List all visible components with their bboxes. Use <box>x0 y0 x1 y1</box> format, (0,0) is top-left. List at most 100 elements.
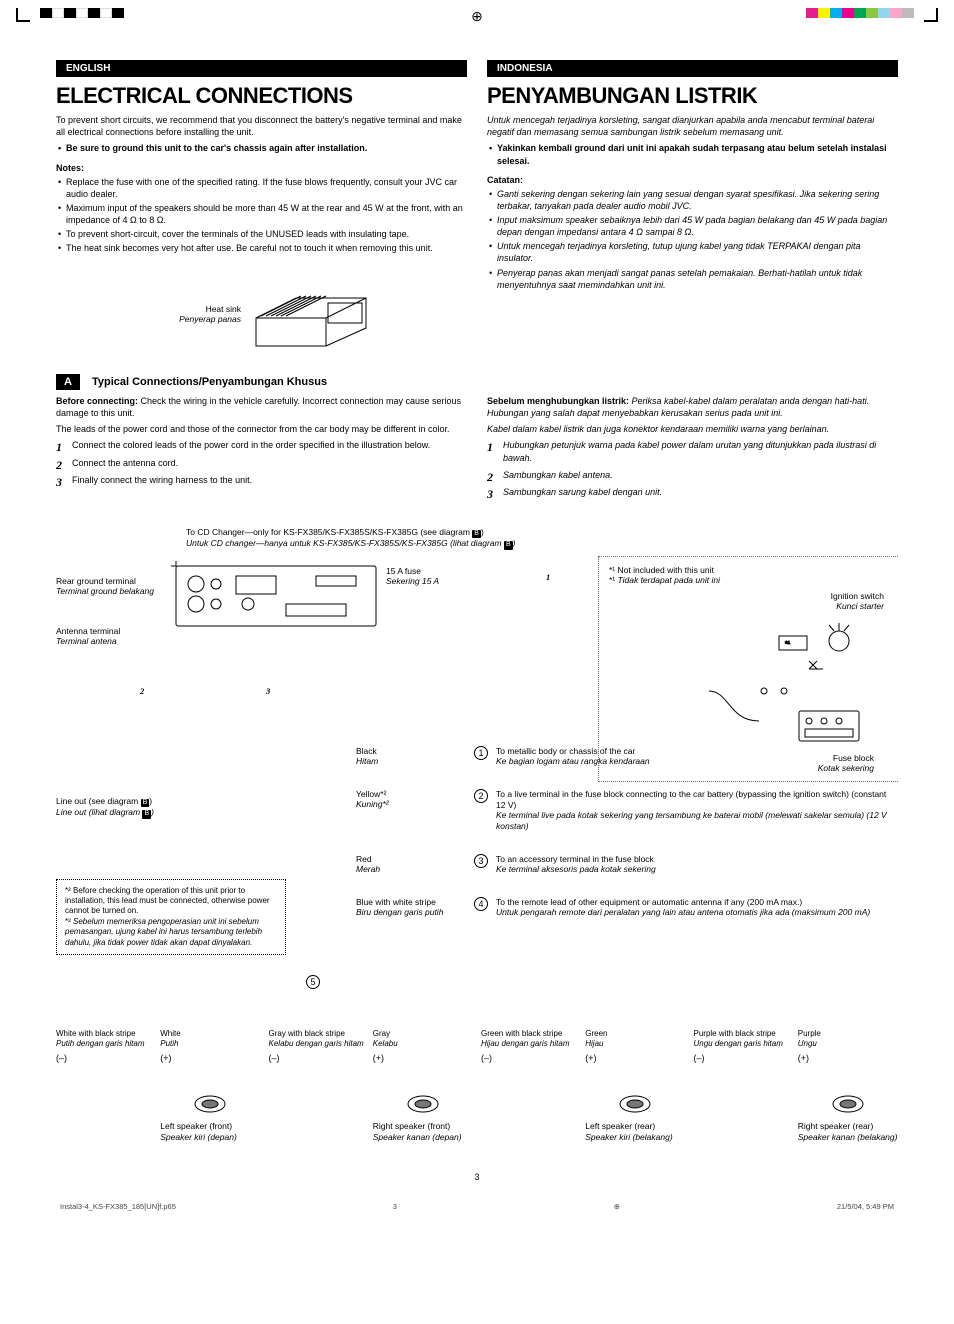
intro-id: Untuk mencegah terjadinya korsleting, sa… <box>487 115 898 138</box>
section-a-en: Before connecting: Check the wiring in t… <box>56 396 467 503</box>
notes-list-id: Ganti sekering dengan sekering lain yang… <box>487 188 898 291</box>
ignition-id: Kunci starter <box>836 601 884 611</box>
heatsink-figure: Heat sink Penyerap panas <box>146 268 376 350</box>
before-bold-en: Before connecting: <box>56 396 138 406</box>
polarity-neg: (–) <box>481 1053 581 1064</box>
step-item: 1Connect the colored leads of the power … <box>56 439 467 451</box>
polarity-neg: (–) <box>56 1053 156 1064</box>
english-column: ENGLISH ELECTRICAL CONNECTIONS To preven… <box>56 60 467 364</box>
notes-list-en: Replace the fuse with one of the specifi… <box>56 176 467 255</box>
speaker-group: Green with black stripeHijau dengan gari… <box>481 1029 686 1143</box>
foot-id: Sebelum memeriksa pengoperasian unit ini… <box>65 917 262 947</box>
before-bold-id: Sebelum menghubungkan listrik: <box>487 396 629 406</box>
polarity-pos: (+) <box>798 1053 898 1064</box>
speaker-wire-neg: Purple with black stripeUngu dengan gari… <box>694 1029 794 1064</box>
polarity-pos: (+) <box>585 1053 685 1064</box>
speaker-group: White with black stripePutih dengan gari… <box>56 1029 261 1143</box>
note-item: To prevent short-circuit, cover the term… <box>56 228 467 240</box>
step-number: 2 <box>487 469 493 485</box>
footer-file: Instal3-4_KS-FX385_185[UN]f.p65 <box>60 1202 176 1211</box>
section-a-id: Sebelum menghubungkan listrik: Periksa k… <box>487 396 898 503</box>
wire-color: Yellow*²Kuning*² <box>356 789 466 809</box>
intro-en: To prevent short circuits, we recommend … <box>56 115 467 138</box>
before2-en: The leads of the power cord and those of… <box>56 424 467 436</box>
step-item: 3Sambungkan sarung kabel dengan unit. <box>487 486 898 498</box>
rear-ground-en: Rear ground terminal <box>56 576 136 586</box>
antenna-en: Antenna terminal <box>56 626 120 636</box>
step-number: 3 <box>487 486 493 502</box>
speaker-label: Right speaker (front)Speaker kanan (depa… <box>373 1121 473 1142</box>
lineout-id: Line out (lihat diagram <box>56 807 142 817</box>
heatsink-icon <box>246 268 376 348</box>
wire-row: RedMerah 3 To an accessory terminal in the… <box>356 854 898 875</box>
heatsink-label-en: Heat sink <box>206 304 241 314</box>
fuseblock-en: Fuse block <box>833 753 874 763</box>
footer-page: 3 <box>393 1202 397 1211</box>
badge-b-icon: B <box>142 810 151 818</box>
note-item: The heat sink becomes very hot after use… <box>56 242 467 254</box>
speaker-label: Left speaker (rear)Speaker kiri (belakan… <box>585 1121 685 1142</box>
wire-desc: To an accessory terminal in the fuse blo… <box>496 854 898 875</box>
polarity-neg: (–) <box>694 1053 794 1064</box>
section-a-badge: A <box>56 374 80 390</box>
speaker-wire-pos: GrayKelabu(+)Right speaker (front)Speake… <box>373 1029 473 1143</box>
lang-header-id: INDONESIA <box>487 60 898 77</box>
speaker-icon <box>373 1094 473 1117</box>
page-number: 3 <box>56 1172 898 1182</box>
badge-b-icon: B <box>141 799 150 807</box>
speaker-label: Left speaker (front)Speaker kiri (depan) <box>160 1121 260 1142</box>
foot-en: Before checking the operation of this un… <box>65 886 270 916</box>
speaker-wire-pos: WhitePutih(+)Left speaker (front)Speaker… <box>160 1029 260 1143</box>
speaker-wire-pos: GreenHijau(+)Left speaker (rear)Speaker … <box>585 1029 685 1143</box>
speaker-label: Right speaker (rear)Speaker kanan (belak… <box>798 1121 898 1142</box>
cd-note-en: To CD Changer—only for KS-FX385/KS-FX385… <box>186 527 472 537</box>
title-id: PENYAMBUNGAN LISTRIK <box>487 83 898 109</box>
big-num-3: 3 <box>266 686 270 696</box>
step-number: 1 <box>487 439 493 455</box>
badge-b-icon: B <box>472 530 481 538</box>
wiring-diagram: To CD Changer—only for KS-FX385/KS-FX385… <box>56 527 898 1142</box>
speaker-icon <box>585 1094 685 1117</box>
step-number: 2 <box>56 457 62 473</box>
footnote-box: *² Before checking the operation of this… <box>56 879 286 955</box>
speaker-wire-neg: White with black stripePutih dengan gari… <box>56 1029 156 1064</box>
badge-b-icon: B <box>504 541 513 549</box>
star1-id: Tidak terdapat pada unit ini <box>618 575 720 585</box>
speaker-icon <box>798 1094 898 1117</box>
wire-row: Yellow*²Kuning*²2To a live terminal in t… <box>356 789 898 832</box>
speaker-row: White with black stripePutih dengan gari… <box>56 1029 898 1143</box>
footer-date: 21/5/04, 5:49 PM <box>837 1202 894 1211</box>
note-item: Penyerap panas akan menjadi sangat panas… <box>487 267 898 291</box>
note-item: Replace the fuse with one of the specifi… <box>56 176 467 200</box>
wire-number-icon: 3 <box>474 854 488 868</box>
wire-circle-5: 5 <box>306 975 320 989</box>
note-item: Untuk mencegah terjadinya korsleting, tu… <box>487 240 898 264</box>
fuse-id: Sekering 15 A <box>386 576 439 586</box>
speaker-group: Gray with black stripeKelabu dengan gari… <box>269 1029 474 1143</box>
note-item: Maximum input of the speakers should be … <box>56 202 467 226</box>
wire-desc: To the remote lead of other equipment or… <box>496 897 898 918</box>
ground-note-en: Be sure to ground this unit to the car's… <box>56 142 467 154</box>
indonesia-column: INDONESIA PENYAMBUNGAN LISTRIK Untuk men… <box>487 60 898 364</box>
cd-note-id: Untuk CD changer—hanya untuk KS-FX385/KS… <box>186 538 504 548</box>
wire-color: BlackHitam <box>356 746 466 766</box>
step-number: 1 <box>56 439 62 455</box>
lineout-en: Line out (see diagram <box>56 796 141 806</box>
ignition-fuse-diagram-icon: *¹ <box>609 621 889 751</box>
notes-heading-en: Notes: <box>56 163 467 173</box>
step-item: 1Hubungkan petunjuk warna pada kabel pow… <box>487 439 898 463</box>
wire-desc: To a live terminal in the fuse block con… <box>496 789 898 832</box>
step-item: 2Sambungkan kabel antena. <box>487 469 898 481</box>
footer-meta: Instal3-4_KS-FX385_185[UN]f.p65 3 ⊕ 21/5… <box>56 1202 898 1211</box>
heatsink-label-id: Penyerap panas <box>179 314 241 324</box>
steps-id: 1Hubungkan petunjuk warna pada kabel pow… <box>487 439 898 498</box>
wire-color: Blue with white stripeBiru dengan garis … <box>356 897 466 917</box>
ground-note-id: Yakinkan kembali ground dari unit ini ap… <box>487 142 898 166</box>
wire-color: RedMerah <box>356 854 466 874</box>
title-en: ELECTRICAL CONNECTIONS <box>56 83 467 109</box>
head-unit-icon <box>166 556 386 646</box>
big-num-1: 1 <box>546 572 550 582</box>
antenna-id: Terminal antena <box>56 636 117 646</box>
before2-id: Kabel dalam kabel listrik dan juga konek… <box>487 424 898 436</box>
wire-number-icon: 4 <box>474 897 488 911</box>
